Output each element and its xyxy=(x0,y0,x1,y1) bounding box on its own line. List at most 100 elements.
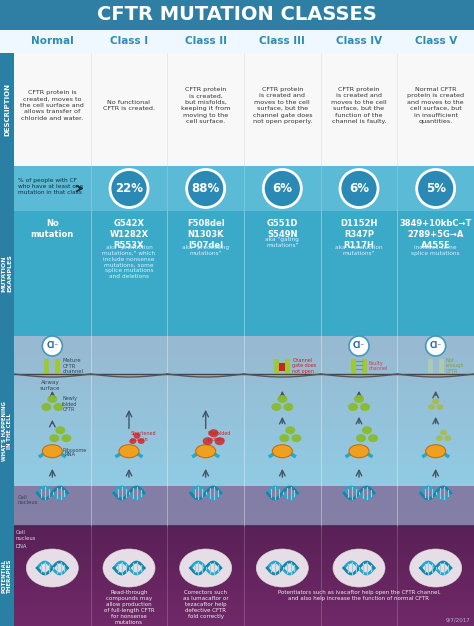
FancyBboxPatch shape xyxy=(0,572,474,576)
FancyBboxPatch shape xyxy=(0,618,474,623)
Text: 22%: 22% xyxy=(115,182,143,195)
Text: CFTR protein
is created and
moves to the cell
surface, but the
channel gate does: CFTR protein is created and moves to the… xyxy=(253,87,312,124)
FancyBboxPatch shape xyxy=(0,496,474,502)
Text: Airway
surface: Airway surface xyxy=(40,380,61,391)
Ellipse shape xyxy=(256,549,308,587)
Ellipse shape xyxy=(368,434,378,442)
FancyBboxPatch shape xyxy=(0,582,474,586)
FancyBboxPatch shape xyxy=(0,373,474,379)
Text: Correctors such
as lumacaftor or
tezacaftor help
defective CFTR
fold correctly: Correctors such as lumacaftor or tezacaf… xyxy=(183,590,228,619)
FancyBboxPatch shape xyxy=(0,392,474,398)
Ellipse shape xyxy=(215,437,225,445)
FancyBboxPatch shape xyxy=(0,541,474,546)
FancyBboxPatch shape xyxy=(0,562,474,566)
FancyBboxPatch shape xyxy=(0,568,474,573)
Ellipse shape xyxy=(333,549,385,587)
Circle shape xyxy=(264,170,301,207)
FancyBboxPatch shape xyxy=(0,588,474,593)
Ellipse shape xyxy=(432,399,439,404)
FancyBboxPatch shape xyxy=(0,473,474,478)
FancyBboxPatch shape xyxy=(0,538,474,543)
Text: Cl⁻: Cl⁻ xyxy=(353,341,365,349)
Text: Cell
nucleus: Cell nucleus xyxy=(18,495,38,505)
Ellipse shape xyxy=(42,444,63,458)
FancyBboxPatch shape xyxy=(0,335,474,341)
Ellipse shape xyxy=(436,436,443,441)
Ellipse shape xyxy=(362,426,372,434)
FancyBboxPatch shape xyxy=(0,585,474,589)
Text: Read-through
compounds may
allow production
of full-length CFTR
for nonsense
mut: Read-through compounds may allow product… xyxy=(104,590,155,625)
Ellipse shape xyxy=(348,403,358,411)
FancyBboxPatch shape xyxy=(0,411,474,417)
Ellipse shape xyxy=(440,430,447,436)
FancyBboxPatch shape xyxy=(0,336,14,526)
FancyBboxPatch shape xyxy=(0,377,474,384)
FancyBboxPatch shape xyxy=(274,359,279,373)
FancyBboxPatch shape xyxy=(438,359,444,373)
FancyBboxPatch shape xyxy=(0,515,474,521)
Ellipse shape xyxy=(180,549,232,587)
FancyBboxPatch shape xyxy=(0,478,474,483)
Text: 6%: 6% xyxy=(273,182,292,195)
Text: RNA: RNA xyxy=(64,453,75,458)
Text: 88%: 88% xyxy=(191,182,220,195)
FancyBboxPatch shape xyxy=(0,166,474,211)
Text: G542X
W1282X
R553X: G542X W1282X R553X xyxy=(109,219,148,250)
FancyBboxPatch shape xyxy=(0,578,474,583)
Text: Class V: Class V xyxy=(415,36,457,46)
Ellipse shape xyxy=(360,403,370,411)
FancyBboxPatch shape xyxy=(0,397,474,403)
Ellipse shape xyxy=(356,434,366,442)
Text: Normal CFTR
protein is created
and moves to the
cell surface, but
in insufficien: Normal CFTR protein is created and moves… xyxy=(407,87,464,124)
FancyBboxPatch shape xyxy=(0,434,474,441)
Text: Potentiators such as ivacaftor help open the CFTR channel,
and also help increas: Potentiators such as ivacaftor help open… xyxy=(278,590,440,601)
Text: Cl⁻: Cl⁻ xyxy=(46,341,58,349)
FancyBboxPatch shape xyxy=(0,364,474,369)
Ellipse shape xyxy=(285,426,295,434)
FancyBboxPatch shape xyxy=(0,492,474,498)
Text: aka "conduction
mutations": aka "conduction mutations" xyxy=(335,245,383,256)
Text: Class I: Class I xyxy=(110,36,148,46)
Text: Misfolded
protein: Misfolded protein xyxy=(208,431,231,441)
Text: CFTR protein
is created,
but misfolds,
keeping it from
moving to the
cell surfac: CFTR protein is created, but misfolds, k… xyxy=(181,87,230,124)
Text: % of people with CF
who have at least one
mutation in that class: % of people with CF who have at least on… xyxy=(18,178,83,195)
Ellipse shape xyxy=(61,434,71,442)
Text: Cell
nucleus: Cell nucleus xyxy=(16,530,36,541)
FancyBboxPatch shape xyxy=(0,359,474,364)
FancyBboxPatch shape xyxy=(0,354,474,360)
FancyBboxPatch shape xyxy=(0,565,474,569)
FancyBboxPatch shape xyxy=(0,555,474,560)
FancyBboxPatch shape xyxy=(0,558,474,563)
FancyBboxPatch shape xyxy=(0,545,474,550)
Text: Mature
CFTR
channel: Mature CFTR channel xyxy=(63,357,83,374)
Ellipse shape xyxy=(196,444,216,458)
Text: Faulty
channel: Faulty channel xyxy=(369,361,388,371)
FancyBboxPatch shape xyxy=(0,340,474,346)
FancyBboxPatch shape xyxy=(0,528,474,533)
Circle shape xyxy=(110,170,148,207)
Ellipse shape xyxy=(444,436,451,441)
FancyBboxPatch shape xyxy=(0,211,474,336)
Circle shape xyxy=(349,336,369,356)
FancyBboxPatch shape xyxy=(285,359,291,373)
Text: MUTATION
EXAMPLES: MUTATION EXAMPLES xyxy=(1,255,12,292)
FancyBboxPatch shape xyxy=(0,425,474,431)
FancyBboxPatch shape xyxy=(0,439,474,445)
Ellipse shape xyxy=(349,444,369,458)
Text: Channel
gate does
not open: Channel gate does not open xyxy=(292,357,317,374)
Text: Class II: Class II xyxy=(185,36,227,46)
FancyBboxPatch shape xyxy=(0,598,474,603)
Circle shape xyxy=(417,170,455,207)
FancyBboxPatch shape xyxy=(362,359,367,373)
Text: Cl⁻: Cl⁻ xyxy=(429,341,442,349)
Text: DNA: DNA xyxy=(16,544,27,549)
Text: F508del
N1303K
I507del: F508del N1303K I507del xyxy=(187,219,225,250)
Text: CFTR MUTATION CLASSES: CFTR MUTATION CLASSES xyxy=(97,6,377,24)
Ellipse shape xyxy=(129,438,137,444)
FancyBboxPatch shape xyxy=(0,416,474,421)
Ellipse shape xyxy=(354,395,364,403)
Ellipse shape xyxy=(437,404,443,410)
FancyBboxPatch shape xyxy=(0,382,474,388)
FancyBboxPatch shape xyxy=(0,482,474,488)
FancyBboxPatch shape xyxy=(0,602,474,606)
